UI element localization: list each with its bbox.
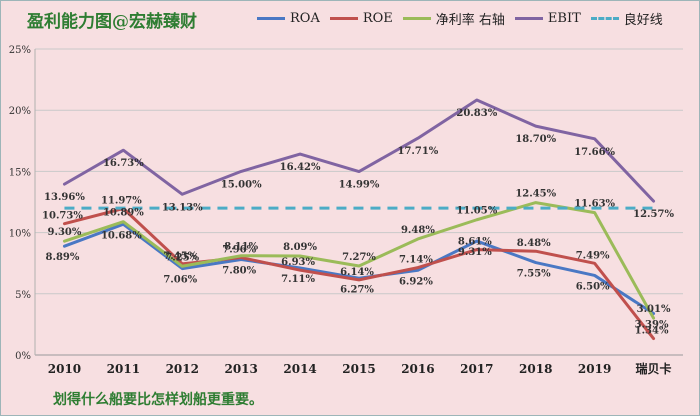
data-label: 7.96%	[222, 245, 256, 256]
legend-label: 良好线	[623, 13, 663, 28]
legend-swatch	[590, 17, 619, 20]
y-tick-label: 10%	[9, 229, 31, 240]
legend-swatch	[514, 17, 543, 20]
legend-item: EBIT	[514, 9, 581, 28]
data-label: 17.71%	[397, 146, 438, 157]
y-tick-label: 20%	[9, 106, 31, 117]
data-label: 15.00%	[221, 179, 262, 190]
data-label: 7.14%	[399, 255, 433, 266]
chart-title: 盈利能力图@宏赫臻财	[27, 12, 197, 32]
legend-swatch	[257, 17, 285, 20]
data-label: 8.89%	[46, 252, 80, 263]
data-label: 7.49%	[576, 250, 610, 261]
data-label: 11.63%	[574, 199, 615, 210]
data-label: 7.80%	[222, 266, 256, 277]
y-tick-label: 0%	[15, 351, 31, 362]
legend-item: ROE	[329, 9, 393, 28]
y-tick-label: 5%	[15, 290, 31, 301]
x-tick-label: 2012	[166, 362, 199, 376]
data-label: 8.11%	[224, 242, 258, 253]
x-tick-label: 2014	[283, 362, 316, 376]
data-label: 8.61%	[458, 237, 492, 248]
data-label: 9.48%	[401, 225, 435, 236]
data-label: 8.09%	[283, 242, 317, 253]
x-tick-label: 2016	[401, 362, 434, 376]
data-label: 3.01%	[637, 304, 671, 315]
data-label: 12.45%	[515, 189, 556, 200]
data-label: 6.50%	[576, 281, 610, 292]
series-line-2	[62, 201, 656, 320]
data-label: 7.06%	[163, 275, 197, 286]
data-label: 12.57%	[633, 209, 674, 220]
data-label: 16.73%	[103, 158, 144, 169]
data-label: 7.55%	[517, 269, 551, 280]
data-label: 18.70%	[515, 134, 556, 145]
data-label: 17.66%	[574, 147, 615, 158]
legend-item: ROA	[257, 9, 320, 28]
x-tick-label: 2017	[460, 362, 493, 376]
legend-label: ROE	[362, 11, 393, 26]
data-label: 10.89%	[103, 208, 144, 219]
x-tick-label: 2019	[578, 362, 611, 376]
x-tick-label: 2010	[48, 362, 81, 376]
legend-item: 净利率 右轴	[402, 9, 505, 28]
data-label: 11.97%	[101, 195, 142, 206]
series-line-0	[62, 222, 656, 316]
data-label: 14.99%	[339, 180, 380, 191]
data-label: 10.73%	[42, 211, 83, 222]
data-label: 11.05%	[456, 206, 497, 217]
data-label: 7.11%	[281, 274, 315, 285]
x-tick-label: 瑞贝卡	[636, 361, 672, 376]
legend-item: 良好线	[590, 9, 663, 28]
legend-swatch	[402, 17, 431, 20]
data-label: 6.27%	[340, 284, 374, 295]
x-tick-label: 2011	[107, 362, 140, 376]
legend-label: 净利率 右轴	[435, 13, 505, 28]
data-label: 6.14%	[340, 267, 374, 278]
footer-quote: 划得什么船要比怎样划船更重要。	[53, 392, 263, 408]
data-label: 3.39%	[635, 320, 669, 331]
data-label: 13.13%	[162, 202, 203, 213]
data-label: 16.42%	[280, 162, 321, 173]
x-tick-label: 2013	[224, 362, 257, 376]
data-label: 7.45%	[163, 251, 197, 262]
data-label: 20.83%	[456, 108, 497, 119]
series-line-3	[62, 98, 656, 203]
data-label: 6.92%	[399, 276, 433, 287]
series-line-1	[62, 206, 656, 341]
y-tick-label: 25%	[9, 45, 31, 56]
data-label: 13.96%	[44, 192, 85, 203]
legend-label: ROA	[290, 11, 320, 26]
x-tick-label: 2015	[342, 362, 375, 376]
data-label: 9.30%	[48, 227, 82, 238]
legend-swatch	[329, 17, 358, 20]
data-label: 6.93%	[281, 257, 315, 268]
data-label: 7.25%	[165, 252, 199, 263]
x-tick-label: 2018	[519, 362, 552, 376]
data-label: 8.48%	[517, 238, 551, 249]
y-tick-label: 15%	[9, 167, 31, 178]
data-label: 10.68%	[101, 230, 142, 241]
data-label: 9.31%	[458, 247, 492, 258]
chart-legend: ROA ROE 净利率 右轴 EBIT 良好线	[257, 9, 673, 28]
data-label: 7.27%	[342, 252, 376, 263]
legend-label: EBIT	[547, 11, 581, 26]
data-label: 1.34%	[635, 326, 669, 337]
